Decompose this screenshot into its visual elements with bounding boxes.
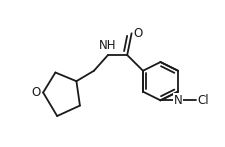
Text: N: N [173,94,182,107]
Text: Cl: Cl [196,94,208,107]
Text: NH: NH [99,39,116,52]
Text: O: O [32,86,41,99]
Text: O: O [133,27,142,40]
